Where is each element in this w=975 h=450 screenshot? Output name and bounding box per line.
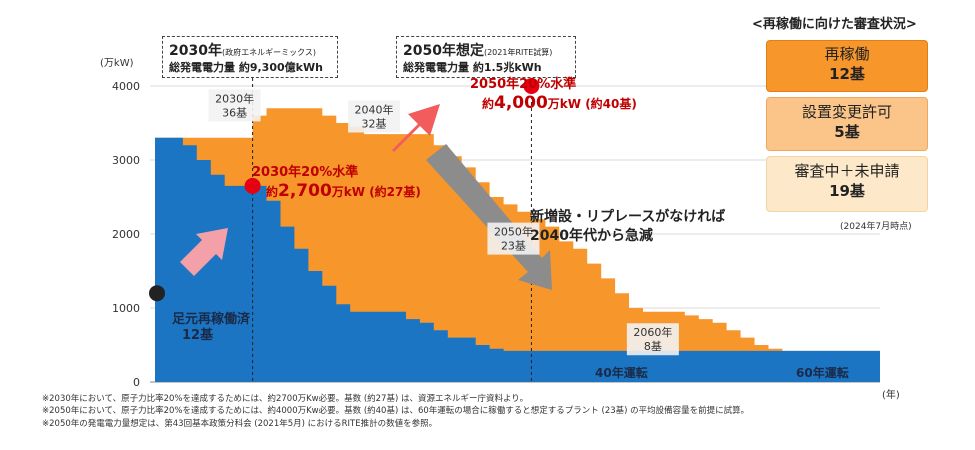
current-line2: 12基	[182, 327, 214, 343]
plant-label-box	[348, 100, 401, 133]
target-2050-value: 4,000	[494, 93, 548, 114]
status-under-review-label: 審査中＋未申請	[794, 162, 900, 180]
target-2050-line1: 2050年20%水準	[470, 77, 577, 92]
area-40yr	[155, 137, 880, 382]
y-tick-0: 0	[133, 376, 140, 389]
status-panel-title: <再稼働に向けた審査状況>	[752, 17, 917, 32]
plant-label-count: 32基	[362, 118, 387, 131]
target-2030: 2030年20%水準 約2,700万kW (約27基)	[252, 165, 421, 203]
decline-note-line2: 2040年代から急減	[530, 227, 653, 244]
marker-2023	[149, 285, 165, 302]
target-2050-pre: 約	[482, 97, 495, 112]
plant-label-count: 36基	[222, 106, 247, 119]
footnote-3: ※2050年の発電電力量想定は、第43回基本政策分科会 (2021年5月) にお…	[42, 418, 438, 429]
plant-label-box	[487, 222, 540, 255]
plant-label-year: 2050年	[494, 225, 533, 239]
callout-2030-note: (政府エネルギーミックス)	[221, 48, 316, 57]
plant-label-year: 2030年	[215, 91, 254, 105]
callout-2030-title: 2030年	[169, 43, 222, 59]
plant-label-count: 23基	[501, 240, 526, 253]
target-2030-value: 2,700	[278, 181, 332, 202]
decline-note-line1: 新増設・リプレースがなければ	[530, 209, 726, 225]
target-2030-pre: 約	[266, 185, 279, 200]
callout-2030: 2030年(政府エネルギーミックス) 総発電電力量 約9,300億kWh	[162, 36, 338, 79]
plant-label-box	[208, 89, 261, 122]
target-2030-post: 万kW (約27基)	[331, 185, 421, 200]
target-2050: 2050年20%水準 約4,000万kW (約40基)	[470, 77, 637, 115]
y-tick-1000: 1000	[112, 302, 140, 315]
status-restarted-label: 再稼働	[824, 45, 870, 63]
status-restarted: 再稼働 12基	[766, 40, 928, 92]
marker-2030	[244, 177, 261, 194]
y-tick-labels: 0 1000 2000 3000 4000	[112, 80, 140, 389]
target-2030-line1: 2030年20%水準	[252, 165, 359, 180]
y-tick-2000: 2000	[112, 228, 140, 241]
callout-2050-line2: 総発電電力量 約1.5兆kWh	[403, 60, 542, 74]
decline-note: 新増設・リプレースがなければ 2040年代から急減	[530, 208, 725, 246]
y-tick-4000: 4000	[112, 80, 140, 93]
callout-2050-title: 2050年想定	[403, 43, 484, 59]
pink-arrow-2030	[180, 228, 228, 276]
plant-label-year: 2060年	[633, 325, 672, 339]
callout-2050: 2050年想定(2021年RITE試算) 総発電電力量 約1.5兆kWh	[396, 36, 576, 79]
footnotes: ※2030年において、原子力比率20%を達成するためには、約2700万Kw必要。…	[42, 393, 749, 430]
y-tick-3000: 3000	[112, 154, 140, 167]
band-label-40: 40年運転	[595, 366, 648, 380]
status-under-review: 審査中＋未申請 19基	[766, 156, 928, 212]
callout-2030-line2: 総発電電力量 約9,300億kWh	[169, 60, 323, 74]
footnote-2: ※2050年において、原子力比率20%を達成するためには、約4000万Kw必要。…	[42, 406, 750, 417]
status-under-review-count: 19基	[829, 181, 865, 200]
x-axis-label: (年)	[882, 388, 900, 401]
data-markers	[149, 78, 540, 302]
band-label-60: 60年運転	[796, 366, 849, 380]
footnote-1: ※2030年において、原子力比率20%を達成するためには、約2700万Kw必要。…	[42, 394, 529, 404]
target-2050-post: 万kW (約40基)	[547, 97, 637, 112]
status-permitted: 設置変更許可 5基	[766, 97, 928, 151]
current-line1: 足元再稼働済	[172, 312, 251, 327]
plant-label-count: 8基	[644, 340, 662, 353]
status-permitted-label: 設置変更許可	[801, 103, 892, 121]
red-arrow-2050	[392, 104, 440, 152]
y-axis-label: (万kW)	[100, 58, 134, 69]
callout-2050-note: (2021年RITE試算)	[483, 48, 553, 57]
plant-label-box	[626, 323, 679, 356]
status-restarted-count: 12基	[829, 64, 865, 83]
marker-2050	[523, 78, 540, 94]
plant-label-year: 2040年	[355, 103, 394, 117]
status-permitted-count: 5基	[834, 122, 860, 141]
current-restarted: 足元再稼働済 12基	[172, 312, 250, 343]
status-as-of: (2024年7月時点)	[840, 222, 912, 232]
